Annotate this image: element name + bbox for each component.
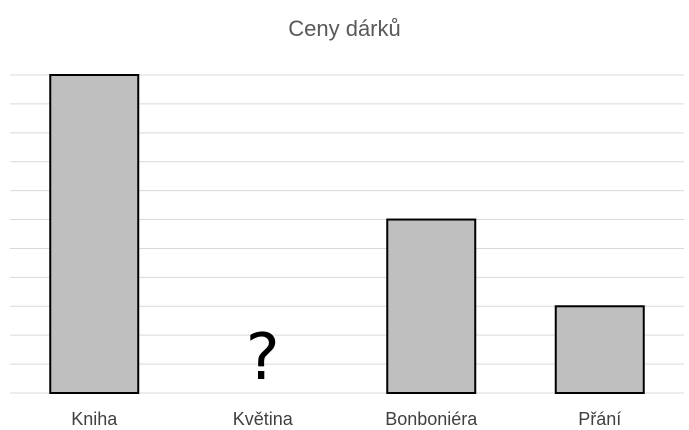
chart-title: Ceny dárků — [288, 16, 401, 41]
bar-3 — [554, 305, 645, 395]
bar-0 — [49, 74, 140, 394]
category-label-0: Kniha — [71, 409, 118, 429]
category-label-1: Květina — [233, 409, 294, 429]
bars: ? — [49, 74, 645, 395]
category-label-3: Přání — [578, 409, 621, 429]
unknown-value-mark: ? — [246, 321, 280, 395]
category-label-2: Bonboniéra — [385, 409, 478, 429]
category-labels: Kniha Květina Bonboniéra Přání — [71, 409, 621, 429]
bar-2 — [386, 218, 477, 394]
